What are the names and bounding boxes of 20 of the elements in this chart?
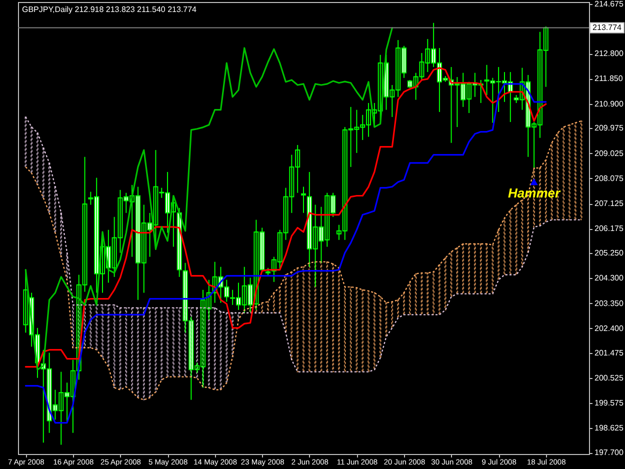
y-tick-label: 200.525: [594, 374, 624, 383]
y-tick-label: 210.900: [594, 99, 624, 108]
ref-line-label: 213.774: [592, 22, 622, 32]
y-tick-label: 197.700: [594, 448, 624, 458]
y-tick-label: 204.300: [594, 274, 624, 283]
y-tick-label: 207.125: [594, 199, 624, 208]
y-tick-label: 199.575: [594, 398, 624, 408]
y-tick-label: 205.250: [594, 248, 624, 258]
y-tick-label: 209.025: [594, 148, 624, 158]
y-tick-label: 209.975: [594, 124, 624, 133]
y-tick-label: 208.075: [594, 174, 624, 183]
y-tick-label: 214.675: [594, 0, 624, 8]
chart-title: GBPJPY,Daily 212.918 213.823 211.540 213.774: [22, 5, 198, 14]
y-tick-label: 202.400: [594, 324, 624, 333]
y-tick-label: 212.800: [594, 49, 624, 58]
y-tick-label: 203.350: [594, 298, 624, 308]
y-tick-label: 211.850: [594, 74, 624, 84]
y-tick-label: 206.175: [594, 224, 624, 234]
y-tick-label: 201.475: [594, 348, 624, 358]
y-tick-label: 198.625: [594, 424, 624, 433]
